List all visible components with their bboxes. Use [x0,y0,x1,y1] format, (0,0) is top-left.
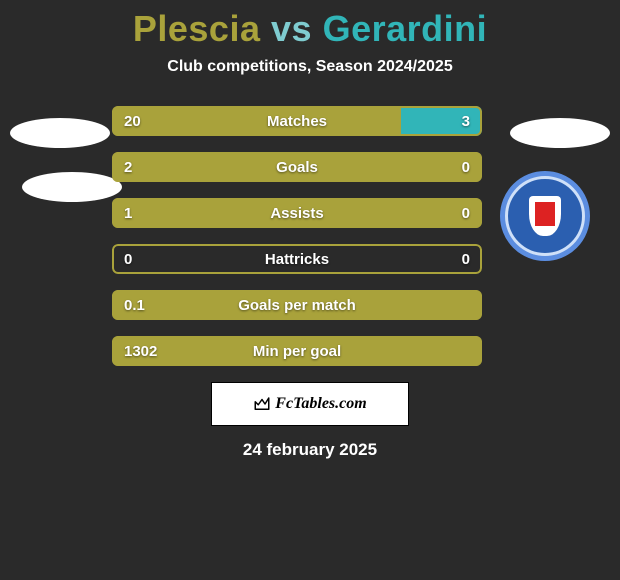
left-player-badge-placeholder-2 [22,172,122,202]
title-vs: vs [271,8,312,49]
subtitle: Club competitions, Season 2024/2025 [0,58,620,76]
date-text: 24 february 2025 [0,440,620,460]
source-badge: FcTables.com [211,382,409,426]
stat-bar-label: Goals [112,159,482,176]
title-left-player: Plescia [133,8,261,49]
stat-bar-right-value: 3 [462,113,470,130]
stat-bar-row: Assists1 0 [112,198,482,228]
stat-bar-left-value: 0.1 [124,297,145,314]
stat-bar-left-value: 1302 [124,343,157,360]
title-right-player: Gerardini [323,8,488,49]
stat-bar-row: Hattricks0 0 [112,244,482,274]
stat-bar-right-value: 0 [462,251,470,268]
stat-bar-right-value: 0 [462,159,470,176]
stat-bar-label: Hattricks [112,251,482,268]
source-text: FcTables.com [275,395,366,413]
shield-icon [529,196,561,236]
stat-bar-label: Min per goal [112,343,482,360]
stat-bar-right-value: 0 [462,205,470,222]
fctables-icon [253,395,271,413]
stat-bar-left-value: 0 [124,251,132,268]
left-player-badge-placeholder-1 [10,118,110,148]
right-club-badge-icon [505,176,585,256]
stat-bar-left-value: 2 [124,159,132,176]
stat-bar-row: Min per goal1302 [112,336,482,366]
stat-bar-left-value: 1 [124,205,132,222]
stat-bar-label: Matches [112,113,482,130]
comparison-title: Plescia vs Gerardini [0,0,620,50]
stat-bar-row: Matches20 3 [112,106,482,136]
right-player-badge-placeholder [510,118,610,148]
stat-bar-label: Assists [112,205,482,222]
stat-bar-left-value: 20 [124,113,141,130]
comparison-content: Matches203Goals20Assists10Hattricks00Goa… [0,106,620,366]
stat-bar-label: Goals per match [112,297,482,314]
stat-bar-row: Goals per match0.1 [112,290,482,320]
stat-bars-container: Matches203Goals20Assists10Hattricks00Goa… [112,106,482,366]
stat-bar-row: Goals2 0 [112,152,482,182]
